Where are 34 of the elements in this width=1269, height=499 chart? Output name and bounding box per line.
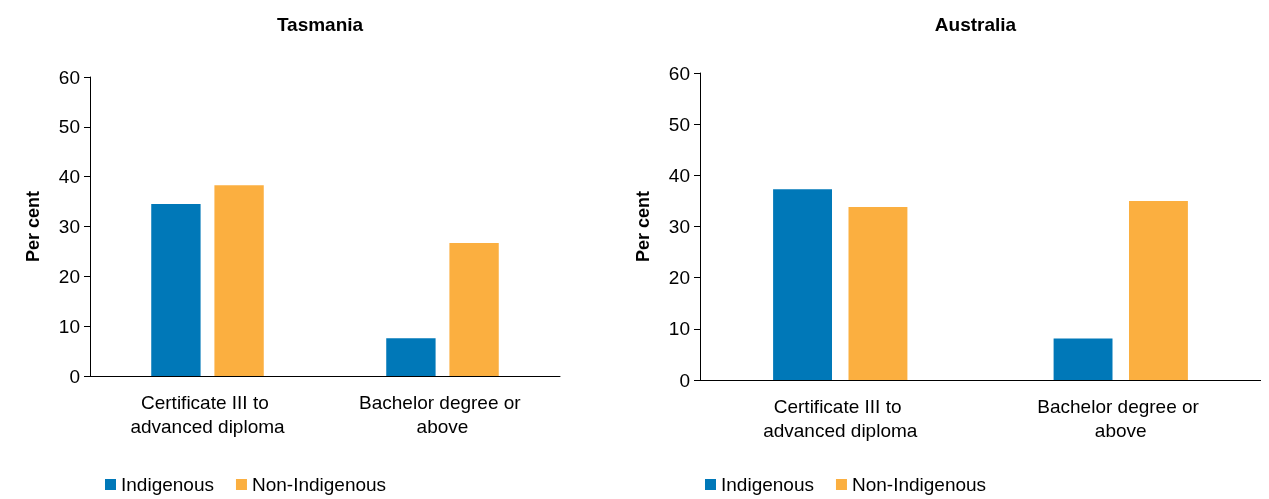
x-tick-label: Certificate III to advanced diploma [763, 395, 918, 441]
y-tick-label: 10 [668, 318, 690, 340]
y-tick-label: 10 [58, 315, 80, 337]
y-tick-label: 20 [668, 267, 690, 289]
chart-title: Tasmania [276, 14, 364, 35]
bar [386, 338, 436, 376]
legend-label: Indigenous [721, 474, 814, 495]
y-tick-label: 60 [668, 62, 690, 84]
legend-label: Indigenous [121, 474, 214, 495]
legend-label: Non-Indigenous [251, 474, 387, 495]
y-tick-label: 0 [69, 365, 80, 387]
y-axis-title: Per cent [633, 190, 653, 263]
y-tick-label: 30 [668, 216, 690, 237]
y-axis-title: Per cent [23, 190, 43, 263]
y-tick-label: 50 [668, 113, 690, 135]
bar [449, 242, 499, 376]
x-tick-label: Bachelor degree or above [359, 391, 526, 437]
legend-label: Non-Indigenous [851, 474, 987, 495]
y-tick-label: 20 [58, 265, 80, 287]
y-tick-label: 30 [58, 216, 80, 237]
bar [1053, 338, 1113, 380]
y-tick-label: 0 [679, 369, 690, 391]
y-tick-label: 60 [58, 66, 80, 88]
bar [214, 185, 264, 376]
y-tick-label: 40 [668, 164, 690, 186]
x-tick-label: Bachelor degree or above [1037, 395, 1205, 441]
y-tick-label: 50 [58, 116, 80, 138]
bar [773, 189, 832, 380]
x-tick-label: Certificate III to advanced diploma [130, 391, 286, 437]
bar [848, 207, 908, 380]
y-tick-label: 40 [58, 166, 80, 188]
bar [1129, 200, 1188, 380]
chart-title: Australia [934, 14, 1017, 35]
bar [151, 204, 201, 376]
